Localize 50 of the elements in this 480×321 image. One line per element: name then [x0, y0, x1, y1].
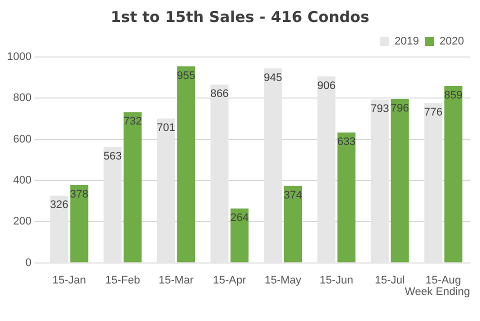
legend-label: 2020 — [440, 36, 464, 48]
bar — [230, 208, 249, 262]
data-label: 633 — [337, 136, 356, 148]
bar — [284, 186, 302, 262]
y-tick-label: 0 — [25, 256, 32, 269]
x-tick-label: 15-Feb — [105, 274, 140, 286]
y-tick-label: 800 — [13, 92, 32, 104]
data-label: 264 — [230, 212, 249, 224]
x-tick-label: 15-Mar — [158, 274, 194, 286]
chart-title: 1st to 15th Sales - 416 Condos — [110, 8, 370, 26]
bar — [177, 66, 196, 262]
data-label: 955 — [176, 70, 196, 82]
x-tick-label: 15-Jan — [52, 274, 86, 286]
x-axis-title: Week Ending — [404, 286, 470, 298]
x-tick-label: 15-May — [264, 274, 302, 286]
data-label: 796 — [390, 102, 410, 115]
data-label: 374 — [284, 189, 302, 202]
bar — [337, 132, 356, 262]
x-tick-label: 15-Jun — [320, 274, 354, 286]
data-label: 732 — [123, 116, 142, 128]
bar — [390, 98, 409, 262]
bar — [124, 112, 142, 262]
data-label: 793 — [370, 103, 389, 116]
data-label: 859 — [444, 90, 462, 102]
legend-label: 2019 — [394, 36, 420, 48]
bar — [264, 68, 282, 262]
data-label: 701 — [156, 122, 176, 134]
bar — [50, 196, 68, 262]
data-label: 945 — [264, 72, 282, 84]
y-tick-label: 600 — [13, 133, 32, 146]
data-label: 906 — [317, 80, 336, 92]
bar — [157, 118, 176, 262]
data-label: 563 — [103, 150, 122, 162]
data-label: 378 — [70, 188, 88, 201]
bar — [424, 103, 442, 262]
x-tick-label: 15-Apr — [213, 274, 246, 286]
y-tick-label: 400 — [13, 174, 32, 187]
y-tick-label: 1000 — [6, 51, 32, 64]
x-tick-label: 15-Jul — [374, 274, 405, 286]
data-label: 326 — [50, 199, 68, 212]
data-label: 776 — [424, 106, 442, 119]
bar — [370, 100, 389, 262]
bar — [210, 84, 229, 262]
bar — [70, 185, 88, 262]
x-tick-label: 15-Aug — [426, 274, 462, 286]
y-tick-label: 200 — [13, 216, 32, 228]
bar — [317, 76, 336, 262]
bar — [444, 86, 462, 262]
bar — [104, 146, 122, 262]
data-label: 866 — [210, 88, 229, 100]
